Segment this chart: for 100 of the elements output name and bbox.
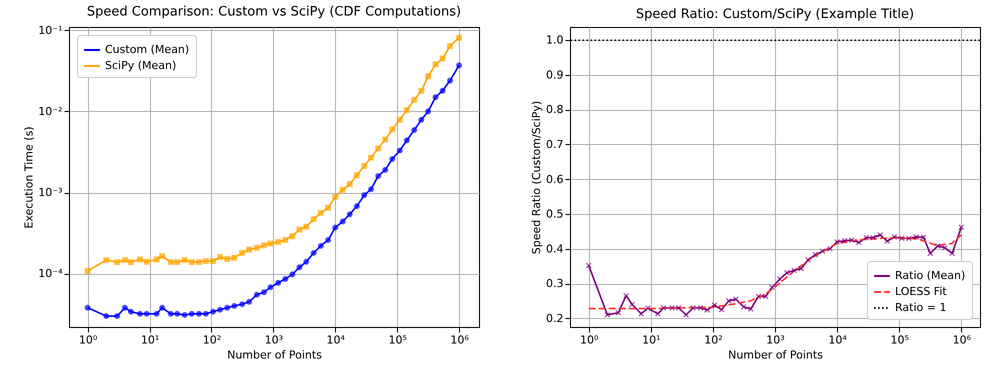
point	[805, 256, 811, 263]
x-tick-label: 10⁶	[952, 334, 972, 346]
point	[188, 259, 195, 266]
point	[440, 56, 446, 62]
point	[906, 235, 912, 242]
point	[354, 203, 360, 210]
y-tick-label: 10⁻²	[38, 104, 62, 118]
point	[891, 234, 898, 240]
y-tick-label: 10⁻³	[38, 186, 62, 200]
point	[884, 238, 890, 244]
point	[798, 266, 804, 272]
x-tick-label: 10⁶	[450, 334, 470, 346]
point	[196, 310, 202, 317]
point	[159, 253, 166, 259]
legend-label: Ratio = 1	[895, 301, 946, 314]
y-tick-label: 10⁻⁴	[38, 267, 64, 280]
point	[432, 94, 438, 100]
point	[382, 136, 388, 143]
y-axis-title: Execution Time (s)	[22, 126, 36, 229]
x-tick-label: 10¹	[140, 334, 160, 346]
point	[261, 289, 267, 296]
point	[704, 307, 710, 313]
x-tick-label: 10²	[704, 334, 723, 346]
point	[296, 226, 302, 232]
point	[318, 242, 324, 249]
point	[268, 240, 274, 247]
point	[196, 259, 202, 266]
x-tick-label: 10²	[202, 334, 222, 346]
point	[217, 254, 224, 260]
point	[325, 204, 332, 211]
point	[791, 267, 798, 274]
point	[732, 296, 739, 302]
y-axis-title: Speed Ratio (Custom/SciPy)	[530, 100, 544, 254]
x-axis-title: Number of Points	[728, 348, 824, 362]
point	[231, 254, 238, 261]
point	[261, 242, 267, 248]
point	[683, 312, 690, 318]
point	[842, 238, 848, 244]
point	[340, 186, 346, 193]
point	[282, 276, 288, 282]
point	[827, 246, 833, 252]
point	[303, 224, 310, 230]
point	[834, 238, 840, 245]
y-tick-label: 0.5	[546, 208, 564, 221]
point	[246, 246, 252, 253]
y-tick-label: 0.4	[546, 242, 564, 256]
point	[210, 308, 216, 315]
x-axis-title: Number of Points	[227, 348, 322, 362]
point	[182, 257, 188, 264]
point	[154, 256, 160, 262]
point	[877, 232, 884, 238]
point	[669, 304, 676, 311]
x-tick-label: 10⁰	[580, 334, 599, 346]
point	[942, 244, 948, 251]
point	[756, 293, 762, 300]
point	[949, 250, 956, 256]
point	[168, 259, 174, 266]
point	[425, 74, 432, 80]
y-tick-label: 0.9	[546, 68, 564, 82]
x-tick-label: 10⁵	[890, 334, 909, 346]
point	[310, 250, 317, 256]
point	[389, 126, 396, 132]
point	[275, 239, 282, 245]
point	[425, 108, 432, 114]
point	[159, 304, 166, 311]
y-tick-label: 0.7	[546, 138, 564, 151]
point	[154, 310, 160, 317]
point	[325, 237, 332, 243]
point	[697, 304, 704, 311]
point	[848, 237, 855, 244]
point	[182, 312, 188, 318]
point	[863, 234, 870, 241]
point	[268, 284, 274, 290]
point	[784, 270, 790, 276]
point	[224, 304, 230, 311]
x-tick-label: 10¹	[642, 334, 661, 346]
point	[174, 259, 180, 266]
point	[303, 258, 310, 265]
point	[375, 173, 382, 179]
point	[231, 303, 238, 309]
point	[282, 237, 288, 243]
point	[396, 148, 403, 154]
point	[447, 78, 453, 84]
x-tick-label: 10⁵	[388, 334, 407, 346]
point	[340, 218, 346, 224]
point	[375, 145, 382, 152]
point	[676, 304, 682, 311]
point	[254, 292, 260, 298]
point	[418, 116, 424, 123]
point	[920, 234, 926, 240]
y-tick-label: 0.6	[546, 172, 564, 186]
point	[332, 194, 338, 200]
point	[726, 298, 732, 304]
point	[368, 186, 374, 192]
point	[762, 293, 769, 300]
point	[769, 284, 776, 290]
point	[254, 244, 260, 251]
point	[346, 181, 353, 188]
point	[217, 306, 224, 313]
point	[246, 298, 252, 305]
